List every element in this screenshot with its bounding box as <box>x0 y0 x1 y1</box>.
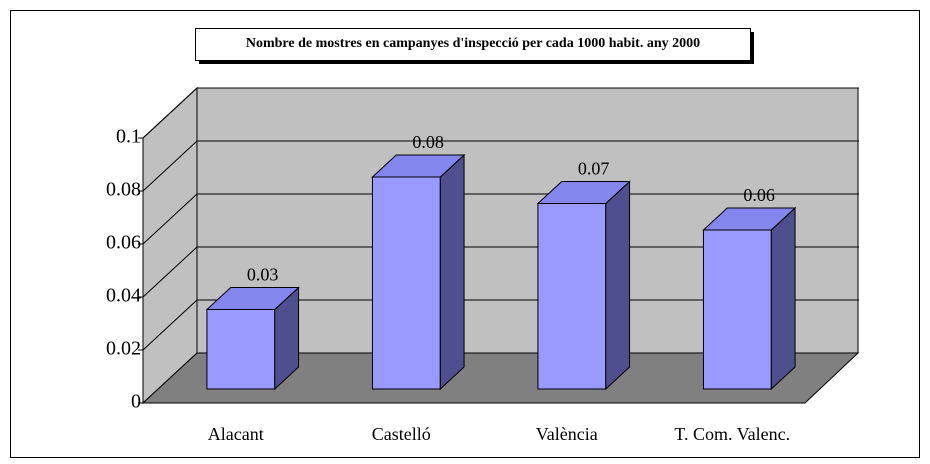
value-label: 0.03 <box>247 265 279 285</box>
value-label: 0.06 <box>743 185 775 205</box>
grid-line <box>142 87 198 139</box>
value-label: 0.08 <box>412 132 444 152</box>
left-wall <box>142 86 198 405</box>
grid-line <box>142 246 198 298</box>
grid-line <box>142 299 198 351</box>
bar-top <box>205 287 300 310</box>
y-tick-label: 0.02 <box>106 338 141 360</box>
grid-line <box>142 193 198 245</box>
grid-line <box>142 140 198 192</box>
y-tick-label: 0.1 <box>116 126 141 148</box>
bar-top <box>371 154 466 178</box>
bar-top <box>536 181 631 204</box>
chart-title: Nombre de mostres en campanyes d'inspecc… <box>246 36 700 51</box>
x-tick-label: Alacant <box>208 424 264 444</box>
bar-side <box>770 206 796 391</box>
x-tick-label: T. Com. Valenc. <box>674 424 790 444</box>
y-tick-label: 0 <box>131 391 141 413</box>
y-tick-label: 0.04 <box>106 285 141 307</box>
x-tick-label: Castelló <box>372 424 431 444</box>
bar-side <box>439 153 465 391</box>
bar-front <box>537 203 607 390</box>
bar-front <box>206 309 276 390</box>
bar-front <box>371 176 441 390</box>
bar-front <box>702 229 772 390</box>
title-box <box>195 28 751 61</box>
value-label: 0.07 <box>578 159 610 179</box>
y-tick-label: 0.06 <box>106 232 141 254</box>
bar-top <box>702 207 797 231</box>
y-tick-label: 0.08 <box>106 179 141 201</box>
x-tick-label: València <box>536 424 598 444</box>
bar-side <box>605 180 631 391</box>
